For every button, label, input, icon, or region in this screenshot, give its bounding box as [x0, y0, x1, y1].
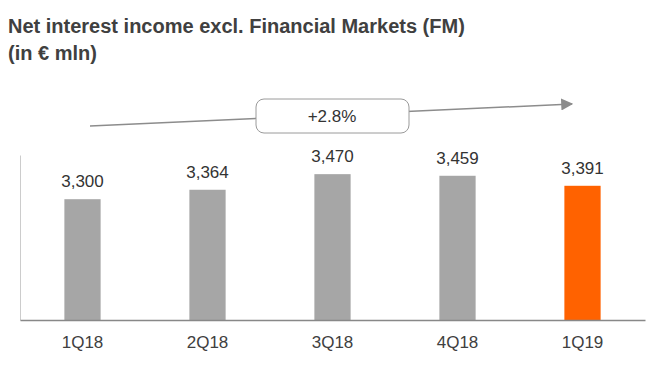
bar — [439, 176, 475, 320]
data-label: 3,459 — [436, 149, 479, 168]
x-axis-line — [21, 320, 646, 322]
trend-arrow — [90, 104, 572, 126]
annotation-box — [256, 99, 409, 133]
x-tick-label: 1Q18 — [62, 333, 104, 352]
bar — [64, 199, 100, 320]
x-tick-label: 2Q18 — [187, 333, 229, 352]
data-label: 3,391 — [561, 159, 604, 178]
x-tick: 4Q18 — [437, 320, 479, 352]
bars — [64, 174, 600, 320]
annotation: +2.8% — [90, 99, 572, 133]
data-label: 3,470 — [311, 147, 354, 166]
x-tick: 1Q19 — [562, 320, 604, 352]
bar — [564, 186, 600, 320]
annotation-text: +2.8% — [308, 107, 357, 126]
x-tick-label: 3Q18 — [312, 333, 354, 352]
x-tick-label: 1Q19 — [562, 333, 604, 352]
x-tick: 1Q18 — [62, 320, 104, 352]
x-tick: 3Q18 — [312, 320, 354, 352]
x-tick: 2Q18 — [187, 320, 229, 352]
x-tick-label: 4Q18 — [437, 333, 479, 352]
data-labels: 3,300 3,364 3,470 3,459 3,391 — [61, 147, 604, 191]
y-axis — [20, 156, 21, 321]
y-axis-line — [20, 156, 21, 321]
bar — [314, 174, 350, 320]
chart: Net interest income excl. Financial Mark… — [0, 0, 663, 376]
title: Net interest income excl. Financial Mark… — [8, 15, 465, 37]
x-axis: 1Q18 2Q18 3Q18 4Q18 1Q19 — [21, 320, 646, 352]
bar — [189, 190, 225, 320]
subtitle: (in € mln) — [8, 42, 97, 64]
data-label: 3,364 — [186, 163, 229, 182]
data-label: 3,300 — [61, 172, 104, 191]
